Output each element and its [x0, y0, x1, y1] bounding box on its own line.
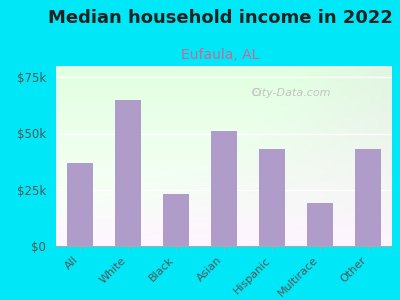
- Bar: [355, 149, 381, 246]
- Bar: [211, 131, 237, 246]
- Text: Median household income in 2022: Median household income in 2022: [48, 9, 392, 27]
- Bar: [259, 149, 285, 246]
- Bar: [163, 194, 189, 246]
- Bar: [307, 203, 333, 246]
- Bar: [115, 100, 141, 246]
- Bar: [67, 163, 93, 246]
- Text: ⊙: ⊙: [251, 86, 261, 99]
- Text: Eufaula, AL: Eufaula, AL: [181, 48, 259, 62]
- Text: City-Data.com: City-Data.com: [252, 88, 331, 98]
